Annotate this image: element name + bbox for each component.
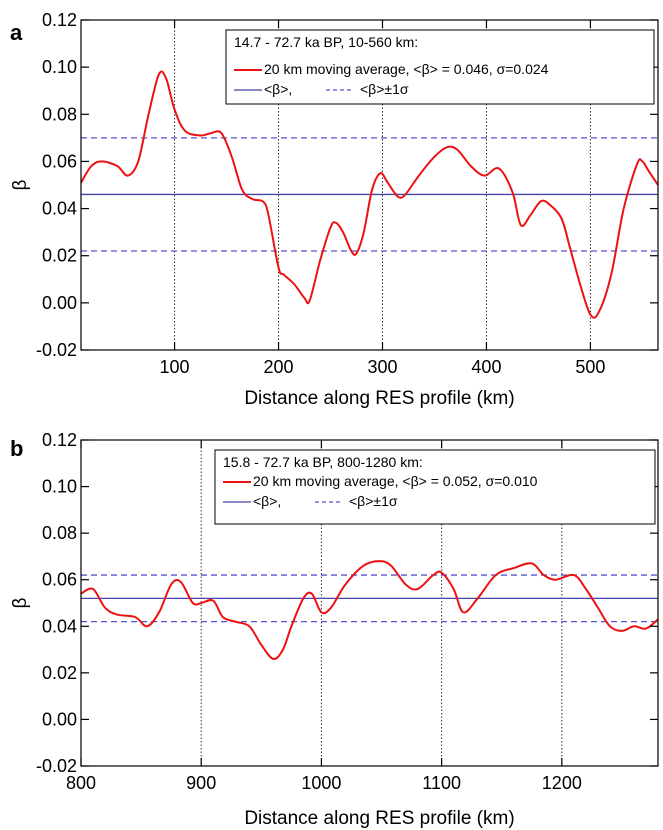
plot-frame [80, 439, 659, 767]
moving-average-line [80, 70, 659, 319]
legend-box [225, 29, 655, 105]
y-tick-label: 0.10 [42, 57, 77, 77]
y-tick-label: 0.08 [42, 523, 77, 543]
y-tick-label: 0.00 [42, 293, 77, 313]
panel-label: a [10, 20, 23, 45]
legend-title: 14.7 - 72.7 ka BP, 10-560 km: [234, 34, 418, 50]
chart-panel-a: a -0.02 0.00 0.02 0.04 0.06 0.08 0.10 0.12 100 200… [10, 10, 659, 409]
y-tick-label: 0.12 [42, 430, 77, 450]
y-axis-label: β [10, 179, 31, 190]
y-tick-label: -0.02 [36, 340, 77, 360]
x-tick-label: 1100 [422, 773, 461, 793]
y-tick-label: 0.02 [42, 246, 77, 266]
y-tick-label: 0.12 [42, 10, 77, 30]
x-tick-label: 100 [160, 357, 190, 377]
y-tick-label: 0.00 [42, 709, 77, 729]
x-axis-label: Distance along RES profile (km) [244, 388, 514, 409]
x-tick-label: 900 [186, 773, 216, 793]
y-tick-label: -0.02 [36, 756, 77, 776]
legend-title: 15.8 - 72.7 ka BP, 800-1280 km: [223, 454, 423, 470]
legend-series-label: 20 km moving average, <β> = 0.052, σ=0.0… [253, 473, 538, 489]
y-tick-label: 0.06 [42, 151, 77, 171]
x-tick-label: 300 [367, 357, 397, 377]
y-tick-label: 0.04 [42, 616, 77, 636]
y-tick-label: 0.02 [42, 663, 77, 683]
legend-sigma-label: <β>±1σ [349, 493, 398, 509]
panel-label: b [10, 436, 23, 461]
x-tick-label: 1000 [301, 773, 341, 793]
x-tick-label: 500 [575, 357, 605, 377]
y-axis-label: β [10, 597, 31, 608]
x-tick-label: 400 [471, 357, 501, 377]
x-tick-label: 800 [66, 773, 96, 793]
moving-average-line [80, 560, 659, 660]
x-axis-label: Distance along RES profile (km) [244, 808, 514, 829]
y-tick-label: 0.08 [42, 104, 77, 124]
legend-mean-label: <β>, [264, 81, 292, 97]
legend-sigma-label: <β>±1σ [360, 81, 409, 97]
y-tick-label: 0.04 [42, 199, 77, 219]
plot-frame [80, 19, 659, 351]
chart-panel-b: b -0.02 0.00 0.02 0.04 0.06 0.08 0.10 0.12 800 900… [10, 430, 659, 829]
x-tick-label: 200 [264, 357, 294, 377]
x-tick-label: 1200 [542, 773, 582, 793]
legend-box [214, 449, 656, 525]
legend-mean-label: <β>, [253, 493, 281, 509]
y-tick-label: 0.06 [42, 570, 77, 590]
y-tick-label: 0.10 [42, 477, 77, 497]
legend-series-label: 20 km moving average, <β> = 0.046, σ=0.0… [264, 61, 549, 77]
